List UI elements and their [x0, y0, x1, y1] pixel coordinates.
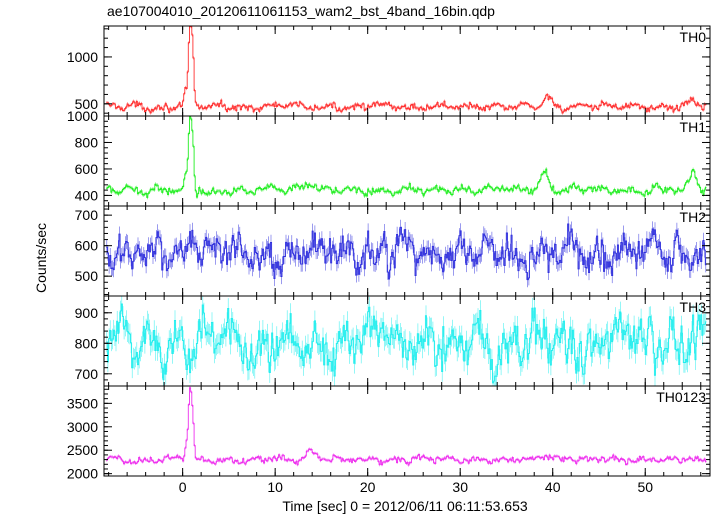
panel-th2: 500 600 700 TH2 — [75, 205, 711, 297]
panel-label-th1: TH1 — [680, 119, 707, 135]
y-tick-label-th0123: 3500 — [67, 395, 98, 411]
panel-th0123: 2000 2500 3000 3500 TH0123 — [67, 385, 711, 482]
y-tick-label-th3: 700 — [75, 366, 99, 382]
chart-title: ae107004010_20120611061153_wam2_bst_4ban… — [107, 3, 495, 19]
y-tick-label-th3: 900 — [75, 305, 99, 321]
y-tick-label-th2: 600 — [75, 238, 99, 254]
x-axis-label: Time [sec] 0 = 2012/06/11 06:11:53.653 — [282, 498, 528, 514]
y-tick-label-th1: 600 — [75, 161, 99, 177]
series-line-th3 — [106, 303, 707, 384]
x-tick-label: 10 — [267, 479, 283, 495]
y-tick-label-th0: 1000 — [67, 49, 98, 65]
y-tick-label-th0123: 2000 — [67, 466, 98, 482]
panel-label-th0123: TH0123 — [656, 389, 706, 405]
panel-th3: 700 800 900 TH3 — [75, 295, 711, 387]
y-tick-label-th1: 400 — [75, 187, 99, 203]
series-line-th0 — [106, 26, 707, 114]
error-bars-th0 — [106, 26, 707, 115]
panel-label-th2: TH2 — [680, 209, 707, 225]
x-tick-label: 0 — [179, 479, 187, 495]
x-tick-label: 20 — [360, 479, 376, 495]
error-bars-th3 — [106, 296, 707, 386]
y-tick-label-th1: 1000 — [67, 108, 98, 124]
series-line-th0123 — [106, 387, 707, 466]
y-tick-label-th0123: 3000 — [67, 419, 98, 435]
x-tick-label: 30 — [452, 479, 468, 495]
panel-label-th3: TH3 — [680, 299, 707, 315]
series-line-th1 — [106, 116, 707, 198]
panel-th1: 400 600 800 1000 TH1 — [67, 108, 711, 207]
y-tick-label-th0123: 2500 — [67, 442, 98, 458]
y-tick-label-th2: 500 — [75, 268, 99, 284]
y-axis-label: Counts/sec — [33, 223, 49, 293]
y-tick-label-th3: 800 — [75, 335, 99, 351]
error-bars-th0123 — [106, 386, 707, 467]
y-tick-label-th2: 700 — [75, 207, 99, 223]
x-tick-label: 40 — [545, 479, 561, 495]
panel-th0: 500 1000 TH0 — [67, 25, 711, 117]
panel-label-th0: TH0 — [680, 29, 707, 45]
x-tick-label: 50 — [637, 479, 653, 495]
error-bars-th2 — [106, 216, 707, 288]
series-line-th2 — [106, 223, 707, 281]
y-tick-label-th0: 500 — [75, 96, 99, 112]
y-tick-label-th1: 800 — [75, 134, 99, 150]
error-bars-th1 — [106, 116, 707, 200]
